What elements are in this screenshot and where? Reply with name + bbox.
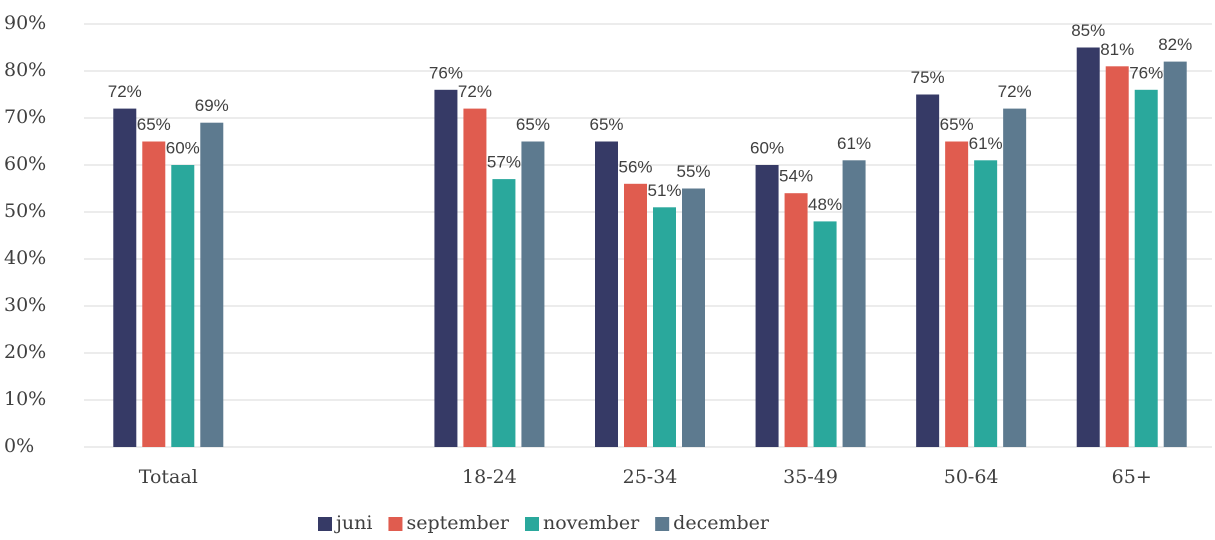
bar <box>784 193 808 447</box>
bar <box>463 108 487 447</box>
x-tick-label: 25-34 <box>623 466 678 488</box>
data-label: 61% <box>969 134 1003 153</box>
data-label: 85% <box>1071 21 1105 40</box>
bar <box>1076 47 1100 447</box>
data-label: 60% <box>166 138 200 157</box>
data-label: 48% <box>808 195 842 214</box>
data-label: 54% <box>779 167 813 186</box>
bar <box>521 141 545 447</box>
y-tick-label: 80% <box>4 59 46 81</box>
bar <box>200 122 224 447</box>
bar <box>1003 108 1027 447</box>
data-label: 76% <box>1129 63 1163 82</box>
bar <box>1134 89 1158 448</box>
data-label: 56% <box>618 157 652 176</box>
bar <box>1105 66 1129 448</box>
bar <box>945 141 969 447</box>
bar <box>434 89 458 448</box>
legend-swatch <box>388 517 403 531</box>
legend-swatch <box>655 517 670 531</box>
bar <box>142 141 166 447</box>
bar <box>653 207 676 447</box>
bar <box>595 141 618 447</box>
y-tick-label: 0% <box>4 435 34 457</box>
data-label: 72% <box>108 82 142 101</box>
x-tick-label: Totaal <box>139 466 198 488</box>
data-label: 75% <box>911 68 945 87</box>
data-label: 81% <box>1100 40 1134 59</box>
data-label: 82% <box>1158 35 1192 54</box>
data-label: 65% <box>940 115 974 134</box>
bar <box>682 188 705 447</box>
data-label: 76% <box>429 63 463 82</box>
bar <box>624 183 647 448</box>
bar <box>492 179 516 447</box>
legend-label: december <box>673 512 770 534</box>
legend-swatch <box>525 517 539 531</box>
data-label: 65% <box>516 115 550 134</box>
x-tick-label: 18-24 <box>462 466 517 488</box>
y-tick-label: 90% <box>4 12 46 34</box>
bar <box>171 165 195 447</box>
data-label: 60% <box>750 138 784 157</box>
y-tick-label: 40% <box>4 247 46 269</box>
x-tick-label: 50-64 <box>944 466 999 488</box>
data-label: 69% <box>195 96 229 115</box>
legend-swatch <box>318 517 332 531</box>
bar <box>755 165 779 447</box>
data-label: 61% <box>837 134 871 153</box>
data-label: 51% <box>647 181 681 200</box>
data-label: 55% <box>676 162 710 181</box>
bar <box>813 221 837 447</box>
bar <box>974 160 998 448</box>
bar <box>1163 61 1187 447</box>
x-tick-label: 35-49 <box>783 466 838 488</box>
y-tick-label: 50% <box>4 200 46 222</box>
data-label: 57% <box>487 153 521 172</box>
legend-label: september <box>406 512 509 534</box>
data-label: 72% <box>998 82 1032 101</box>
y-tick-label: 60% <box>4 153 46 175</box>
bar <box>842 160 866 448</box>
data-label: 65% <box>137 115 171 134</box>
y-tick-label: 30% <box>4 294 46 316</box>
bar <box>113 108 137 447</box>
data-label: 72% <box>458 82 492 101</box>
legend-label: juni <box>334 512 372 534</box>
y-tick-label: 20% <box>4 341 46 363</box>
x-tick-label: 65+ <box>1112 466 1152 488</box>
y-tick-label: 10% <box>4 388 46 410</box>
data-label: 65% <box>589 115 623 134</box>
y-tick-label: 70% <box>4 106 46 128</box>
bar <box>916 94 940 447</box>
legend-label: november <box>543 512 640 534</box>
